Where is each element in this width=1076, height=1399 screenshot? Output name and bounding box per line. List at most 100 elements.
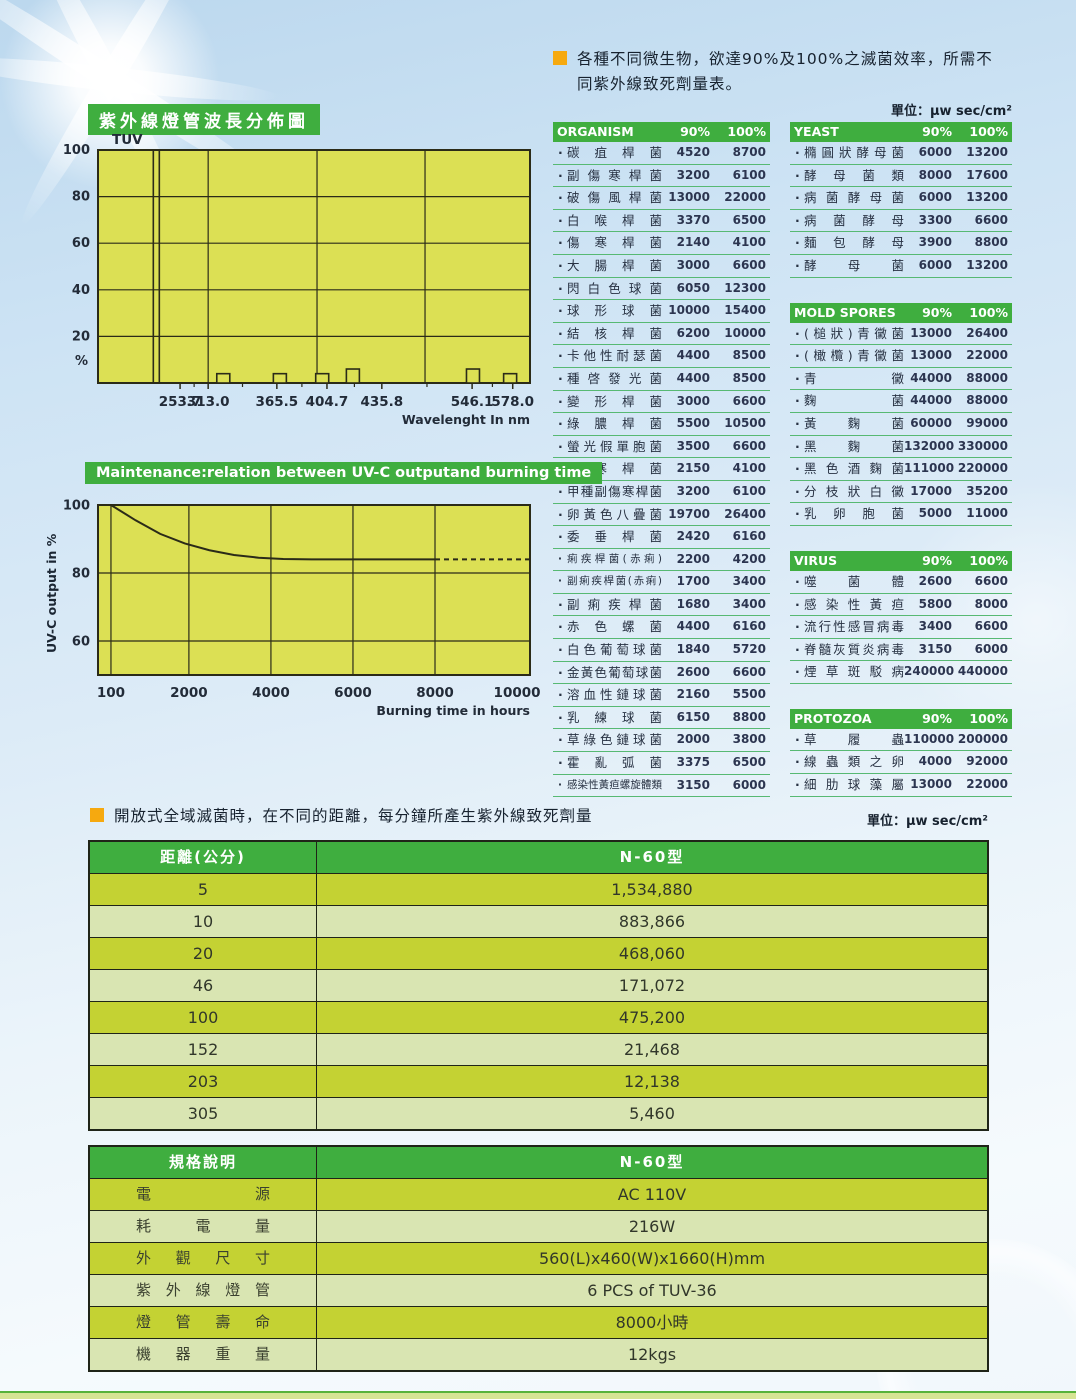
table-row: 外觀尺寸 560(L)x460(W)x1660(H)mm [90, 1242, 987, 1274]
value-90: 3000 [676, 257, 710, 272]
value-90: 3375 [676, 755, 710, 770]
value-100: 6000 [732, 777, 766, 792]
col-100-header: 100% [969, 304, 1008, 320]
col-100-header: 100% [969, 710, 1008, 726]
value-cell: 6 PCS of TUV-36 [316, 1275, 987, 1306]
value-cell: 12,138 [316, 1066, 987, 1097]
row-label: 黑色酒麴菌 [794, 458, 904, 480]
row-label: 螢光假單胞菌 [557, 436, 662, 458]
row-label: 大腸桿菌 [557, 255, 662, 277]
value-90: 240000 [904, 664, 955, 679]
value-90: 5500 [676, 416, 710, 431]
table-row: 綠膿桿菌 5500 10500 [553, 413, 770, 436]
spec-label-cell: 電源 [136, 1185, 270, 1203]
table-row: 分枝狀白黴 17000 35200 [790, 481, 1012, 504]
value-90: 19700 [668, 506, 710, 521]
col-100-header: 100% [969, 124, 1008, 139]
table-row: 痢疾桿菌(赤痢) 2200 4200 [553, 549, 770, 572]
spec-label-cell: 燈管壽命 [136, 1313, 270, 1331]
value-90: 4400 [676, 348, 710, 363]
row-label: 痢疾桿菌(赤痢) [557, 549, 662, 571]
value-100: 13200 [966, 190, 1008, 205]
value-100: 6000 [974, 641, 1008, 656]
row-label: 變形桿菌 [557, 391, 662, 413]
svg-text:365.5: 365.5 [255, 394, 298, 410]
value-100: 10000 [724, 325, 766, 340]
table-row: 溶血性鏈球菌 2160 5500 [553, 684, 770, 707]
orange-bullet-icon [90, 808, 104, 822]
row-label: (槌狀)青黴菌 [794, 323, 904, 345]
row-label: 細肋球藻屬 [794, 774, 904, 796]
value-100: 5720 [732, 642, 766, 657]
table-row: 赤色螺菌 4400 6160 [553, 616, 770, 640]
value-100: 26400 [724, 506, 766, 521]
svg-text:546.1: 546.1 [451, 394, 494, 410]
table-row: 20 468,060 [90, 937, 987, 969]
svg-text:80: 80 [72, 190, 90, 205]
value-90: 3200 [676, 483, 710, 498]
row-label: 酵母菌 [794, 255, 904, 277]
row-label: 白喉桿菌 [557, 210, 662, 232]
table-row: 霍亂弧菌 3375 6500 [553, 752, 770, 775]
value-90: 2150 [676, 461, 710, 476]
value-90: 1680 [676, 596, 710, 611]
table-row: 草綠色鏈球菌 2000 3800 [553, 729, 770, 753]
table-row: 5 1,534,880 [90, 873, 987, 905]
value-100: 440000 [957, 664, 1008, 679]
row-label: 閃白色球菌 [557, 278, 662, 300]
table-row: 閃白色球菌 6050 12300 [553, 278, 770, 301]
value-100: 6160 [732, 619, 766, 634]
table-row: 委垂桿菌 2420 6160 [553, 526, 770, 549]
row-label: 噬菌體 [794, 571, 904, 593]
table-row: 噬菌體 2600 6600 [790, 571, 1012, 594]
table-row: 碳疽桿菌 4520 8700 [553, 142, 770, 165]
value-100: 8500 [732, 348, 766, 363]
value-100: 88000 [966, 370, 1008, 385]
value-cell: 468,060 [316, 938, 987, 969]
table-header-row: 規格說明 N-60型 [90, 1147, 987, 1178]
table-row: 麴菌 44000 88000 [790, 390, 1012, 413]
value-90: 13000 [910, 348, 952, 363]
table-row: 機器重量 12kgs [90, 1338, 987, 1370]
value-90: 3400 [918, 619, 952, 634]
value-100: 6100 [732, 167, 766, 182]
value-100: 330000 [957, 438, 1008, 453]
row-label: 脊髓灰質炎病毒 [794, 639, 904, 661]
value-90: 6050 [676, 280, 710, 295]
table-row: 脊髓灰質炎病毒 3150 6000 [790, 639, 1012, 662]
value-90: 6150 [676, 709, 710, 724]
row-label: 乳練球菌 [557, 707, 662, 729]
table-title: VIRUS [794, 552, 838, 568]
value-90: 13000 [910, 325, 952, 340]
value-cell: 8000小時 [316, 1307, 987, 1338]
value-100: 6500 [732, 212, 766, 227]
value-90: 6000 [918, 145, 952, 159]
value-100: 4100 [732, 461, 766, 476]
row-label: 卵黃色八疊菌 [557, 504, 662, 526]
distance-cell: 100 [187, 1008, 219, 1027]
mold-spores-table: MOLD SPORES 90% 100% (槌狀)青黴菌 13000 26400 (橄欖)青… [790, 302, 1012, 526]
orange-bullet-icon [553, 51, 567, 65]
spectrum-chart-title: 紫外線燈管波長分佈圖 [88, 104, 320, 135]
value-100: 22000 [966, 777, 1008, 792]
value-100: 22000 [966, 348, 1008, 363]
value-100: 6600 [974, 619, 1008, 634]
value-90: 111000 [904, 461, 955, 476]
distance-cell: 46 [192, 976, 214, 995]
svg-text:4000: 4000 [252, 685, 290, 701]
table-row: 橢圓狀酵母菌 6000 13200 [790, 142, 1012, 165]
value-90: 2420 [676, 529, 710, 544]
table-row: 副傷寒桿菌 3200 6100 [553, 165, 770, 188]
value-90: 2600 [918, 573, 952, 588]
row-label: 委垂桿菌 [557, 526, 662, 548]
dose-unit-label: 單位：μw sec/cm² [890, 104, 1012, 119]
row-label: 結核桿菌 [557, 323, 662, 345]
row-label: 麴菌 [794, 390, 904, 412]
value-90: 8000 [918, 167, 952, 182]
value-90: 4400 [676, 619, 710, 634]
value-100: 8000 [974, 596, 1008, 611]
row-label: 病菌酵母 [794, 210, 904, 232]
value-90: 3200 [676, 167, 710, 182]
